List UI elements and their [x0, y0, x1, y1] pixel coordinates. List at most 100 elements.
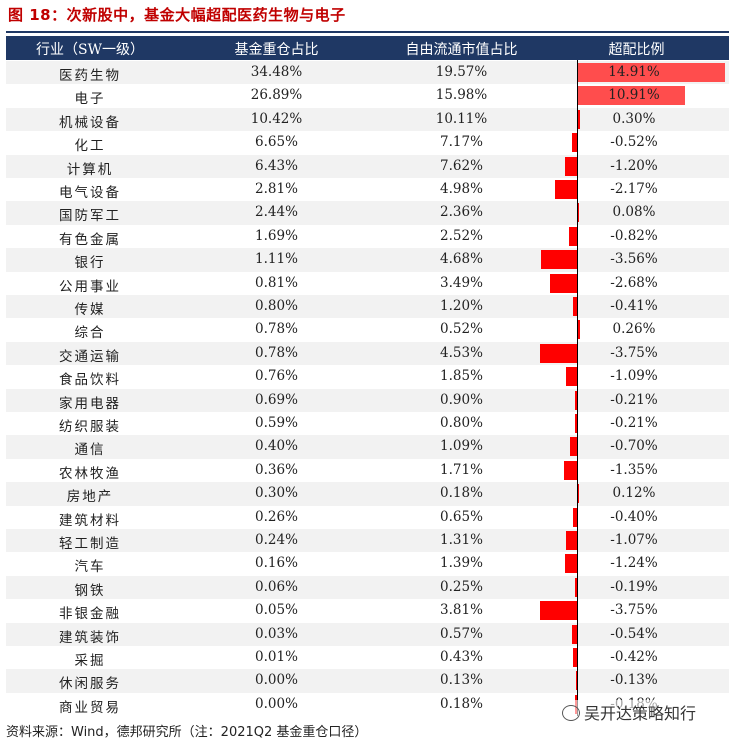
float-share-cell: 4.98% [440, 181, 483, 197]
overweight-bar [572, 648, 577, 667]
float-share-cell: 1.09% [440, 438, 483, 455]
table-row: 钢铁 0.06% 0.25% -0.19% [6, 575, 729, 600]
industry-cell: 房地产 [66, 489, 114, 506]
overweight-bar [573, 507, 577, 527]
table-row: 纺织服装 0.59% 0.80% -0.21% [6, 412, 729, 435]
industry-cell: 通信 [74, 442, 106, 459]
overweight-cell: -3.75% [610, 344, 658, 361]
fund-share-cell: 0.00% [255, 672, 298, 689]
overweight-cell: -1.35% [610, 461, 658, 478]
fund-share-cell: 0.76% [255, 368, 298, 385]
fund-share-cell: 0.78% [255, 321, 298, 338]
industry-cell: 综合 [74, 325, 106, 342]
float-share-cell: 0.65% [440, 508, 483, 525]
fund-share-cell: 0.69% [255, 391, 298, 408]
table-row: 汽车 0.16% 1.39% -1.24% [6, 552, 729, 575]
float-share-cell: 0.52% [440, 321, 483, 338]
overweight-bar [575, 671, 577, 691]
watermark: 吴开达策略知行 [558, 700, 701, 724]
industry-cell: 休闲服务 [59, 676, 121, 693]
overweight-bar [577, 320, 580, 340]
table-row: 建筑装饰 0.03% 0.57% -0.54% [6, 622, 729, 646]
header-overweight: 超配比例 [608, 42, 665, 58]
overweight-cell: -1.09% [610, 368, 658, 385]
float-share-cell: 1.85% [440, 368, 483, 385]
fund-share-cell: 0.24% [255, 532, 298, 548]
overweight-bar [572, 297, 577, 316]
industry-cell: 电子 [74, 91, 106, 108]
overweight-cell: 10.91% [608, 87, 660, 104]
fund-share-cell: 2.81% [255, 181, 298, 197]
fund-share-cell: 0.26% [255, 508, 298, 525]
industry-cell: 家用电器 [59, 395, 121, 412]
fund-share-cell: 0.06% [255, 578, 298, 595]
fund-share-cell: 6.65% [255, 134, 298, 151]
overweight-bar [571, 133, 577, 153]
table-row: 机械设备 10.42% 10.11% 0.30% [6, 107, 729, 132]
float-share-cell: 10.11% [435, 110, 488, 127]
table-row: 采掘 0.01% 0.43% -0.42% [6, 646, 729, 669]
overweight-bar [541, 250, 577, 270]
overweight-bar [574, 414, 577, 433]
table-row: 建筑材料 0.26% 0.65% -0.40% [6, 506, 729, 529]
overweight-bar [566, 367, 577, 387]
industry-cell: 钢铁 [74, 582, 106, 599]
float-share-cell: 0.25% [440, 578, 483, 595]
float-share-cell: 0.80% [440, 415, 483, 431]
float-share-cell: 4.68% [440, 251, 483, 268]
title-rule [6, 31, 729, 33]
float-share-cell: 0.18% [440, 695, 483, 712]
overweight-bar [575, 577, 577, 597]
overweight-cell: -0.13% [610, 672, 658, 689]
fund-share-cell: 0.80% [255, 298, 298, 314]
table-row: 传媒 0.80% 1.20% -0.41% [6, 295, 729, 319]
overweight-cell: 0.30% [612, 110, 656, 127]
overweight-bar [539, 343, 577, 363]
overweight-bar [565, 156, 577, 176]
overweight-cell: 14.91% [608, 64, 660, 80]
overweight-cell: -1.07% [610, 532, 658, 548]
fund-share-cell: 10.42% [250, 110, 303, 127]
overweight-cell: -0.21% [610, 391, 658, 408]
table-row: 电子 26.89% 15.98% 10.91% [6, 84, 729, 107]
float-share-cell: 1.71% [440, 461, 483, 478]
float-share-cell: 0.18% [440, 485, 483, 502]
table-row: 通信 0.40% 1.09% -0.70% [6, 435, 729, 459]
overweight-cell: -1.24% [610, 555, 658, 572]
overweight-cell: -0.54% [610, 625, 658, 642]
fund-share-cell: 0.05% [255, 602, 298, 619]
float-share-cell: 2.52% [440, 227, 483, 244]
overweight-bar [550, 273, 577, 293]
source-note: 资料来源：Wind，德邦研究所（注：2021Q2 基金重仓口径） [6, 725, 368, 740]
overweight-bar [577, 63, 725, 82]
overweight-cell: 0.08% [612, 204, 656, 221]
float-share-cell: 0.90% [440, 391, 483, 408]
table-row: 电气设备 2.81% 4.98% -2.17% [6, 178, 729, 201]
float-share-cell: 7.17% [440, 134, 483, 151]
table-row: 食品饮料 0.76% 1.85% -1.09% [6, 365, 729, 388]
table-row: 轻工制造 0.24% 1.31% -1.07% [6, 529, 729, 553]
float-share-cell: 0.43% [440, 649, 483, 665]
overweight-bar [577, 86, 686, 106]
industry-cell: 非银金融 [59, 606, 121, 623]
industry-cell: 纺织服装 [59, 419, 121, 435]
float-share-cell: 7.62% [440, 157, 483, 174]
overweight-cell: -0.42% [610, 649, 658, 665]
industry-cell: 传媒 [74, 302, 106, 318]
industry-cell: 有色金属 [59, 231, 121, 248]
fund-share-cell: 1.69% [255, 227, 298, 244]
float-share-cell: 1.31% [440, 532, 483, 548]
overweight-bar [577, 109, 580, 129]
fund-share-cell: 0.59% [255, 415, 298, 431]
bar-zero-axis [577, 60, 578, 716]
overweight-cell: -0.40% [610, 508, 658, 525]
float-share-cell: 15.98% [435, 87, 488, 104]
overweight-cell: -0.41% [610, 298, 658, 314]
overweight-bar [566, 531, 577, 550]
table-row: 非银金融 0.05% 3.81% -3.75% [6, 599, 729, 622]
overweight-cell: -0.21% [610, 415, 658, 431]
fund-share-cell: 0.16% [255, 555, 298, 572]
fund-share-cell: 0.36% [255, 461, 298, 478]
table-row: 家用电器 0.69% 0.90% -0.21% [6, 388, 729, 412]
overweight-bar [571, 624, 577, 644]
